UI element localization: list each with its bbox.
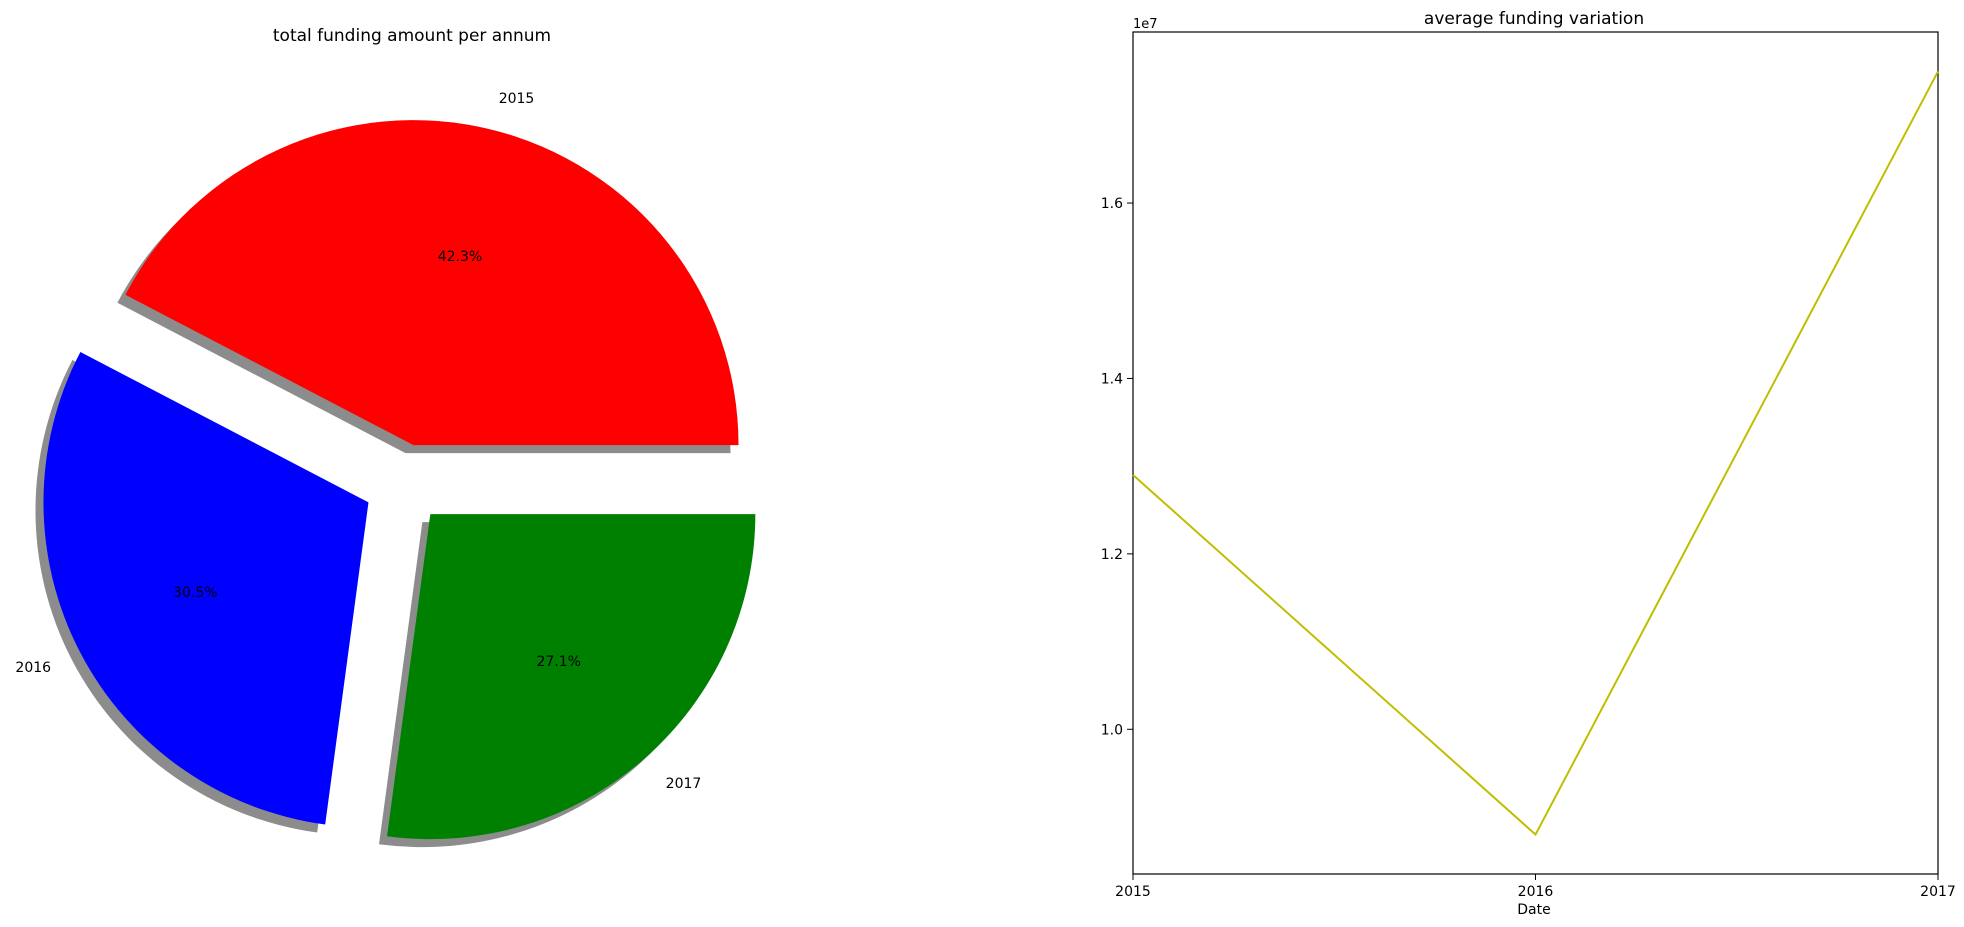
y-tick-label: 1.6 (1101, 196, 1123, 212)
pie-percent-label: 30.5% (173, 585, 217, 601)
pie-percent-label: 27.1% (536, 654, 580, 670)
x-axis: 2015 2016 2017 (1115, 874, 1956, 900)
line-chart: average funding variation 1e7 1.01.21.41… (1101, 9, 1956, 918)
x-tick-label: 2017 (1920, 884, 1956, 900)
x-tick-label: 2016 (1518, 884, 1554, 900)
pie-category-label: 2016 (15, 660, 51, 676)
pie-title: total funding amount per annum (273, 26, 551, 46)
pie-category-label: 2015 (499, 91, 535, 107)
pie-chart: total funding amount per annum 2015 42.3%… (15, 26, 756, 848)
y-tick-label: 1.4 (1101, 371, 1123, 387)
pie-slice-2017 (387, 514, 756, 840)
series-line (1132, 71, 1939, 837)
pie-slice-2016 (43, 351, 369, 825)
pie-slice-2015 (125, 120, 739, 446)
pie-category-label: 2017 (666, 776, 702, 792)
line-title: average funding variation (1424, 9, 1644, 29)
x-tick-label: 2015 (1115, 884, 1151, 900)
y-tick-label: 1.2 (1101, 547, 1123, 563)
pie-percent-label: 42.3% (438, 249, 482, 265)
y-offset-label: 1e7 (1133, 17, 1158, 32)
x-axis-label: Date (1517, 902, 1550, 918)
pie-slices (43, 120, 756, 840)
y-tick-label: 1.0 (1101, 722, 1123, 738)
plot-frame (1132, 31, 1939, 875)
y-axis: 1.0 1.2 1.4 1.6 (1101, 196, 1133, 738)
pie-labels: 2015 42.3% 2016 30.5% 2017 27.1% (15, 91, 701, 792)
